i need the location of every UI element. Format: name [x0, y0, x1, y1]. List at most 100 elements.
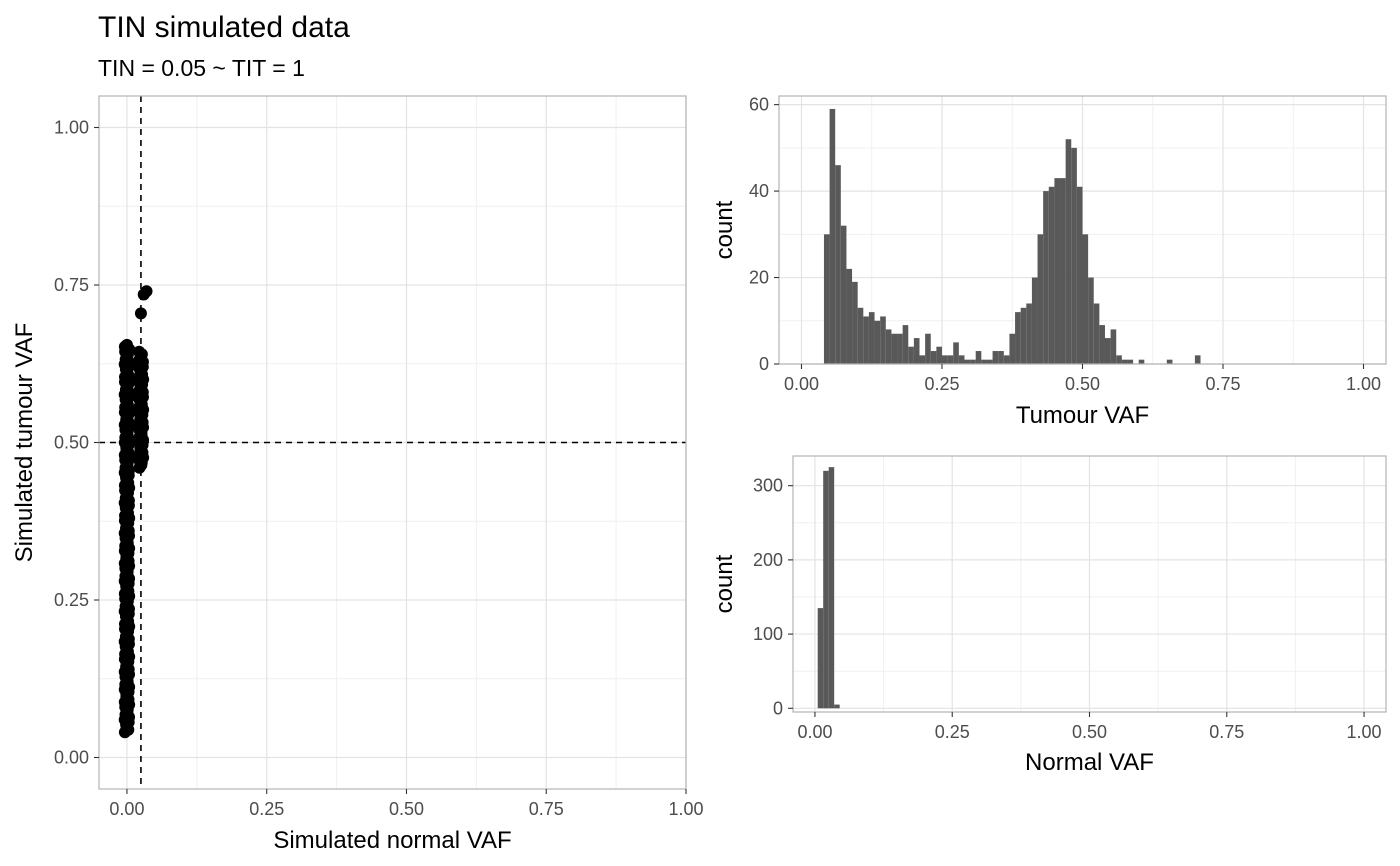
- normal-x-axis-title: Normal VAF: [1025, 749, 1154, 776]
- histogram-bar: [925, 333, 931, 364]
- y-tick-label: 0.00: [54, 748, 89, 768]
- x-tick-label: 0.25: [935, 722, 970, 742]
- y-tick-label: 20: [749, 268, 769, 288]
- histogram-bar: [1116, 355, 1122, 364]
- histogram-bar: [868, 312, 875, 364]
- y-tick-label: 60: [749, 95, 769, 115]
- x-tick-label: 0.75: [529, 799, 564, 819]
- scatter-ticks: 0.00 0.25 0.50 0.75 1.00 0.00 0.25 0.50 0.75 1.00: [54, 118, 704, 820]
- histogram-bar: [852, 281, 858, 364]
- histogram-bar: [1121, 359, 1128, 364]
- histogram-bar: [1099, 325, 1105, 364]
- data-point: [140, 285, 153, 298]
- histogram-bar: [986, 359, 993, 364]
- histogram-bar: [908, 346, 914, 364]
- histogram-bar: [834, 704, 840, 709]
- x-tick-label: 1.00: [1346, 374, 1381, 394]
- y-tick-label: 0.50: [54, 433, 89, 453]
- histogram-bar: [1015, 312, 1021, 364]
- scatter-x-axis-title: Simulated normal VAF: [273, 827, 511, 854]
- y-tick-label: 0: [773, 698, 783, 718]
- x-tick-label: 0.00: [784, 374, 819, 394]
- histogram-bar: [1009, 333, 1016, 364]
- histogram-bar: [941, 355, 948, 364]
- histogram-bar: [1093, 303, 1100, 364]
- x-tick-label: 0.00: [109, 799, 144, 819]
- histogram-bar: [1076, 186, 1083, 364]
- normal-marks: [817, 467, 840, 709]
- histogram-bar: [885, 329, 892, 364]
- histogram-bar: [947, 355, 954, 364]
- histogram-bar: [1082, 234, 1089, 364]
- scatter-marks: [99, 96, 686, 789]
- y-tick-label: 1.00: [54, 118, 89, 138]
- histogram-bar: [846, 268, 853, 364]
- histogram-bar: [835, 165, 841, 364]
- x-tick-label: 0.50: [1065, 374, 1100, 394]
- histogram-bar: [1088, 277, 1094, 364]
- histogram-bar: [1104, 338, 1111, 364]
- histogram-bar: [1127, 359, 1134, 364]
- x-tick-label: 0.25: [249, 799, 284, 819]
- histogram-bar: [1003, 355, 1010, 364]
- histogram-bar: [1026, 303, 1032, 364]
- histogram-bar: [1065, 139, 1072, 364]
- x-tick-label: 0.50: [1072, 722, 1107, 742]
- histogram-bar: [1031, 277, 1038, 364]
- histogram-bar: [880, 316, 886, 364]
- histogram-bar: [1054, 178, 1061, 364]
- x-tick-label: 0.25: [924, 374, 959, 394]
- histogram-bar: [874, 320, 881, 364]
- chart-title: TIN simulated data: [98, 11, 350, 44]
- histogram-bar: [863, 316, 869, 364]
- normal-y-axis-title: count: [711, 554, 738, 613]
- histogram-bar: [975, 351, 982, 364]
- chart-subtitle: TIN = 0.05 ~ TIT = 1: [98, 55, 305, 81]
- histogram-bar: [1043, 191, 1049, 364]
- histogram-bar: [1071, 147, 1077, 364]
- tumour-x-axis-title: Tumour VAF: [1016, 402, 1149, 429]
- histogram-bar: [891, 333, 898, 364]
- normal-ticks: 0.00 0.25 0.50 0.75 1.00 0 100 200 300: [753, 476, 1382, 742]
- histogram-bar: [930, 351, 937, 364]
- histogram-bar: [958, 355, 965, 364]
- tumour-histogram-panel: 0.00 0.25 0.50 0.75 1.00 0 20 40 60 Tumour VAF c…: [711, 95, 1387, 429]
- y-tick-label: 300: [753, 476, 783, 496]
- y-tick-label: 100: [753, 624, 783, 644]
- histogram-bar: [1138, 359, 1145, 364]
- histogram-bar: [1194, 355, 1201, 364]
- scatter-y-axis-title: Simulated tumour VAF: [11, 323, 38, 563]
- histogram-bar: [936, 346, 942, 364]
- y-tick-label: 200: [753, 550, 783, 570]
- histogram-bar: [953, 342, 959, 364]
- x-tick-label: 0.75: [1209, 722, 1244, 742]
- y-tick-label: 40: [749, 181, 769, 201]
- data-point: [133, 345, 146, 358]
- histogram-bar: [1060, 178, 1066, 364]
- histogram-bar: [823, 470, 829, 709]
- x-tick-label: 1.00: [668, 799, 703, 819]
- histogram-bar: [1110, 329, 1117, 364]
- histogram-bar: [913, 338, 920, 364]
- histogram-bar: [902, 325, 909, 364]
- histogram-bar: [919, 355, 926, 364]
- histogram-bar: [970, 359, 976, 364]
- histogram-bar: [1037, 234, 1044, 364]
- histogram-bar: [897, 333, 903, 364]
- y-tick-label: 0.75: [54, 275, 89, 295]
- histogram-bar: [828, 467, 835, 709]
- histogram-bar: [1020, 307, 1027, 364]
- histogram-bar: [1048, 186, 1055, 364]
- tumour-y-axis-title: count: [711, 200, 738, 259]
- tumour-ticks: 0.00 0.25 0.50 0.75 1.00 0 20 40 60: [749, 95, 1381, 394]
- histogram-bar: [823, 234, 830, 364]
- histogram-bar: [981, 359, 987, 364]
- data-point: [120, 338, 133, 351]
- x-tick-label: 0.75: [1205, 374, 1240, 394]
- histogram-bar: [1166, 359, 1173, 364]
- histogram-bar: [964, 359, 971, 364]
- histogram-bar: [857, 307, 864, 364]
- histogram-bar: [840, 225, 847, 364]
- x-tick-label: 0.00: [797, 722, 832, 742]
